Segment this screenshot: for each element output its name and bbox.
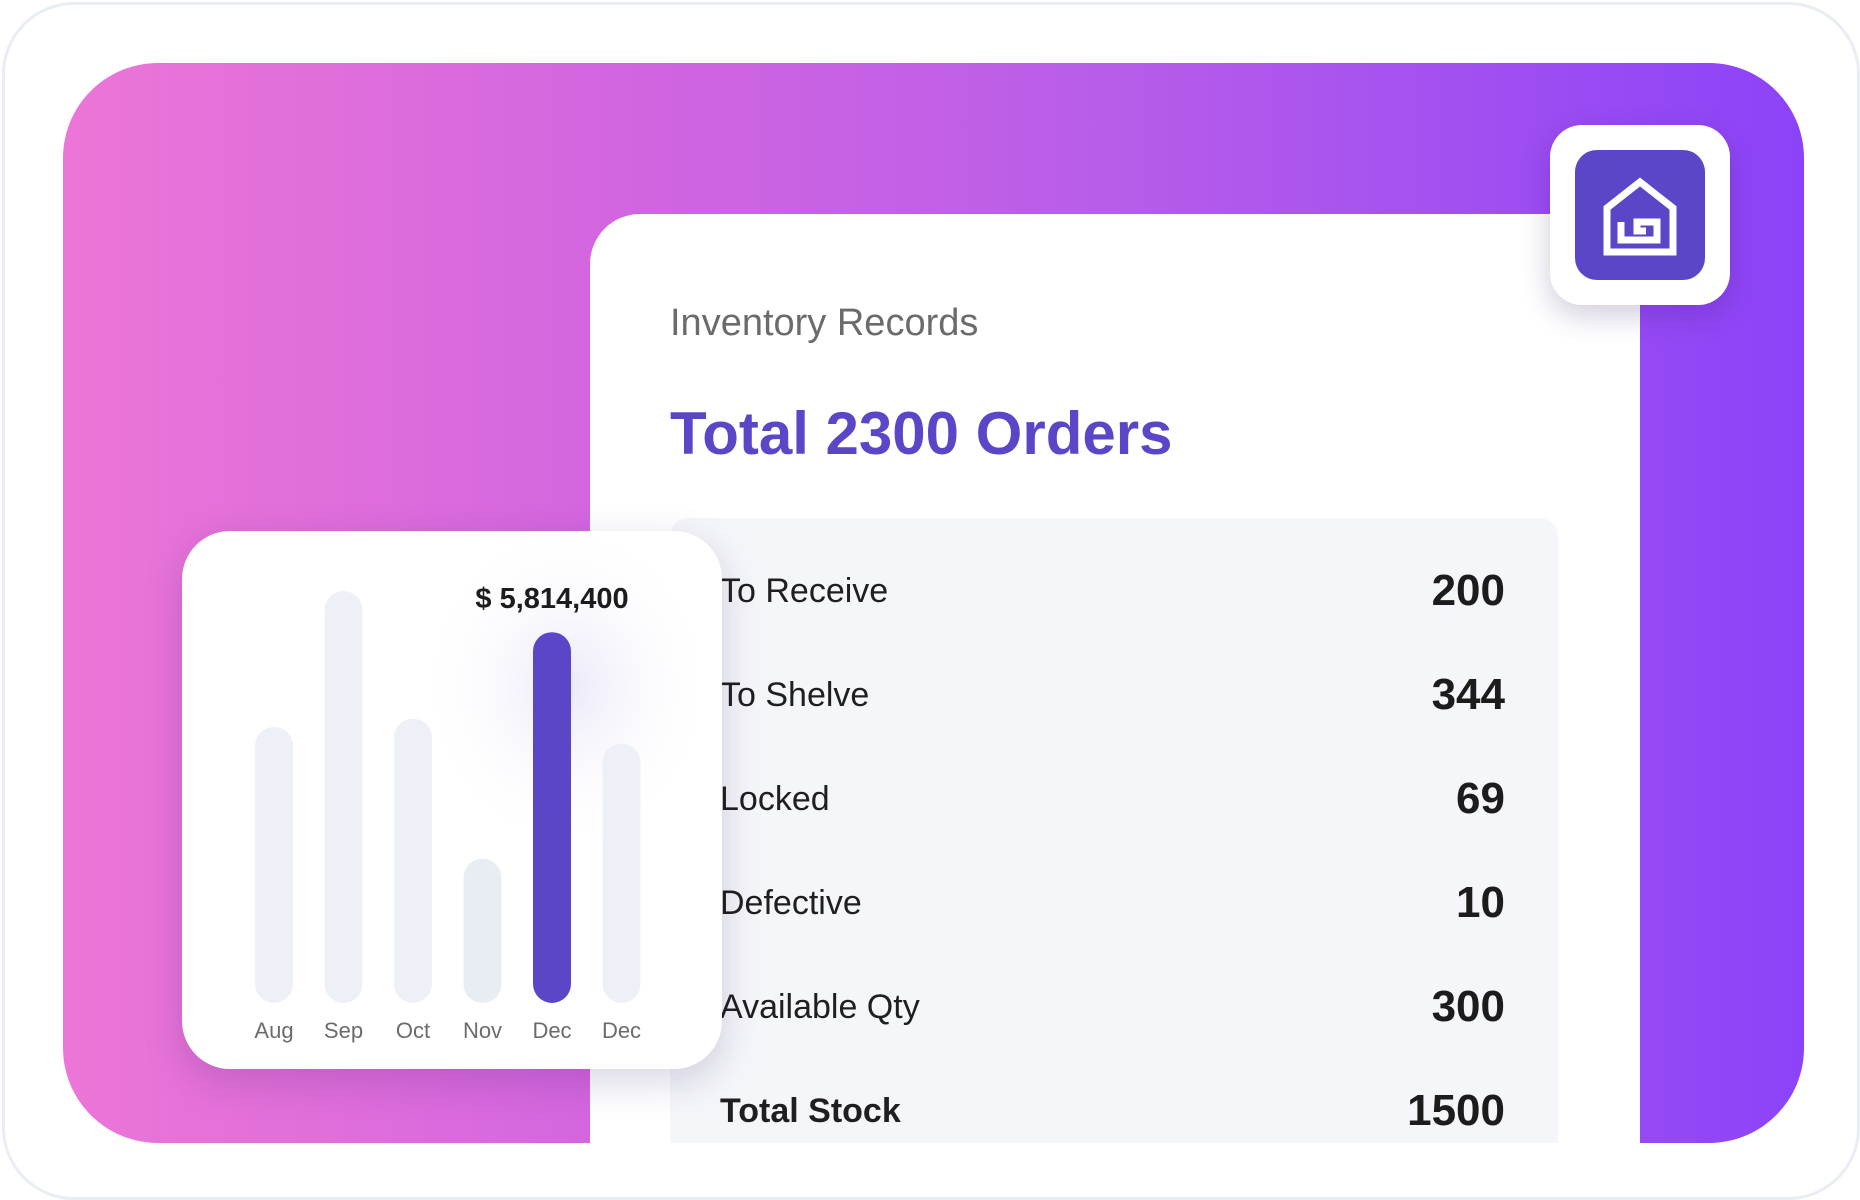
x-tick-label: Dec (532, 1018, 571, 1043)
stat-label: To Receive (720, 572, 889, 610)
hero-background: Inventory Records Total 2300 Orders To R… (63, 63, 1804, 1143)
stat-value: 200 (1431, 566, 1505, 615)
bar-aug (255, 726, 293, 1003)
bar-dec-2 (602, 743, 641, 1003)
x-tick-label: Aug (254, 1018, 293, 1043)
stat-value: 69 (1456, 774, 1505, 823)
sales-chart-card: Aug Sep Oct Nov Dec Dec $ 5,814,400 (182, 531, 722, 1069)
logo-badge (1575, 150, 1705, 280)
stat-label: To Shelve (720, 676, 870, 714)
highlight-value-label: $ 5,814,400 (475, 583, 628, 615)
stat-label: Locked (720, 780, 830, 818)
stat-value: 1500 (1407, 1086, 1505, 1135)
stat-label: Total Stock (720, 1092, 901, 1130)
stat-row-total-stock: Total Stock 1500 (720, 1082, 1505, 1142)
bar-chart: Aug Sep Oct Nov Dec Dec $ 5,814,400 (254, 531, 717, 1043)
panel-subtitle: Inventory Records (670, 302, 979, 344)
stat-value: 300 (1431, 982, 1505, 1031)
x-tick-label: Nov (463, 1018, 502, 1043)
stat-row-to-shelve: To Shelve 344 (720, 666, 1505, 726)
logo-tile (1550, 125, 1730, 305)
stat-row-defective: Defective 10 (720, 874, 1505, 934)
stat-value: 344 (1431, 670, 1505, 719)
stat-label: Defective (720, 884, 862, 922)
x-tick-label: Dec (602, 1018, 641, 1043)
x-tick-label: Oct (396, 1018, 430, 1043)
bar-oct (394, 718, 432, 1003)
x-tick-label: Sep (324, 1018, 363, 1043)
stat-value: 10 (1456, 878, 1505, 927)
inventory-panel: Inventory Records Total 2300 Orders To R… (590, 214, 1640, 1143)
bar-dec (533, 632, 571, 1003)
stat-row-locked: Locked 69 (720, 770, 1505, 830)
stats-list: To Receive 200 To Shelve 344 Locked 69 D… (670, 518, 1558, 1143)
bar-nov (463, 858, 502, 1003)
stat-row-to-receive: To Receive 200 (720, 562, 1505, 622)
panel-title: Total 2300 Orders (670, 400, 1173, 467)
stat-row-available-qty: Available Qty 300 (720, 978, 1505, 1038)
bar-sep (324, 591, 363, 1003)
stat-label: Available Qty (720, 988, 920, 1026)
house-g-logo-icon (1603, 177, 1677, 256)
